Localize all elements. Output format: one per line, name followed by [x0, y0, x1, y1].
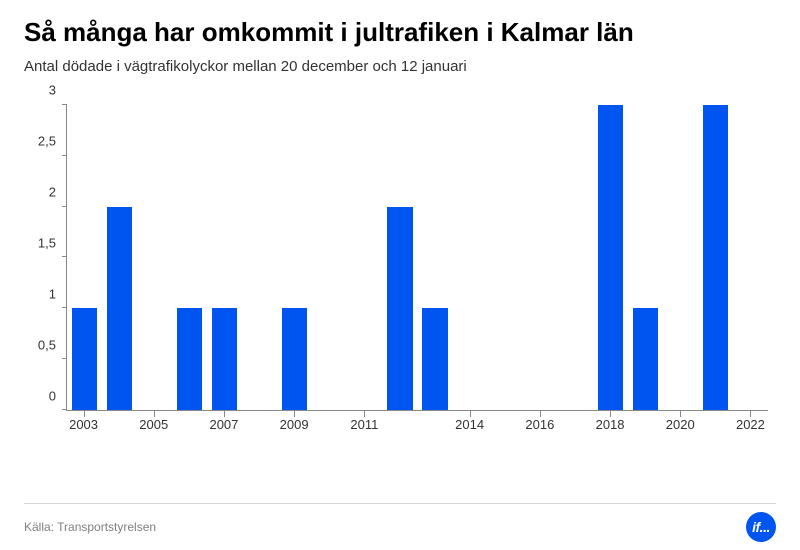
y-axis: 00,511,522,53 [32, 105, 62, 411]
bar [703, 105, 728, 410]
y-tick-label: 0 [49, 388, 56, 403]
chart-footer: Källa: Transportstyrelsen if... [24, 503, 776, 542]
bar [107, 207, 132, 410]
bar-slot [382, 105, 417, 410]
x-tick-label: 2022 [736, 417, 765, 432]
bar [387, 207, 412, 410]
bar-slot [347, 105, 382, 410]
x-tick-label: 2005 [139, 417, 168, 432]
bar-slot [277, 105, 312, 410]
bar-slot [593, 105, 628, 410]
x-tick-label: 2014 [455, 417, 484, 432]
bar [633, 308, 658, 410]
bar-slot [137, 105, 172, 410]
bar-slot [417, 105, 452, 410]
y-tick-label: 3 [49, 82, 56, 97]
x-tick-label: 2003 [69, 417, 98, 432]
bar-slot [698, 105, 733, 410]
bar [177, 308, 202, 410]
bars-container [67, 105, 768, 410]
bar [422, 308, 447, 410]
x-tick-label: 2007 [209, 417, 238, 432]
source-text: Källa: Transportstyrelsen [24, 520, 156, 534]
bar-chart: 00,511,522,53 20032005200720092011201420… [32, 105, 768, 435]
plot-area [66, 105, 768, 411]
y-tick-label: 1,5 [38, 235, 56, 250]
chart-subtitle: Antal dödade i vägtrafikolyckor mellan 2… [24, 58, 776, 75]
if-logo-icon: if... [746, 512, 776, 542]
bar-slot [172, 105, 207, 410]
y-tick-label: 2,5 [38, 133, 56, 148]
bar [282, 308, 307, 410]
bar [598, 105, 623, 410]
bar [212, 308, 237, 410]
bar-slot [207, 105, 242, 410]
x-tick-label: 2020 [666, 417, 695, 432]
y-tick-label: 0,5 [38, 337, 56, 352]
bar-slot [628, 105, 663, 410]
bar-slot [523, 105, 558, 410]
bar-slot [663, 105, 698, 410]
x-axis: 2003 2005 2007 2009 2011 2014 2016 2018 2020 2022 [66, 411, 768, 435]
x-tick-label: 2009 [280, 417, 309, 432]
bar-slot [102, 105, 137, 410]
bar-slot [733, 105, 768, 410]
bar-slot [67, 105, 102, 410]
x-tick-label: 2018 [596, 417, 625, 432]
x-tick-label: 2016 [525, 417, 554, 432]
bar [72, 308, 97, 410]
bar-slot [453, 105, 488, 410]
x-tick-label: 2011 [350, 417, 378, 432]
bar-slot [488, 105, 523, 410]
bar-slot [312, 105, 347, 410]
y-tick-label: 2 [49, 184, 56, 199]
y-tick-label: 1 [49, 286, 56, 301]
chart-title: Så många har omkommit i jultrafiken i Ka… [24, 18, 776, 48]
bar-slot [242, 105, 277, 410]
bar-slot [558, 105, 593, 410]
